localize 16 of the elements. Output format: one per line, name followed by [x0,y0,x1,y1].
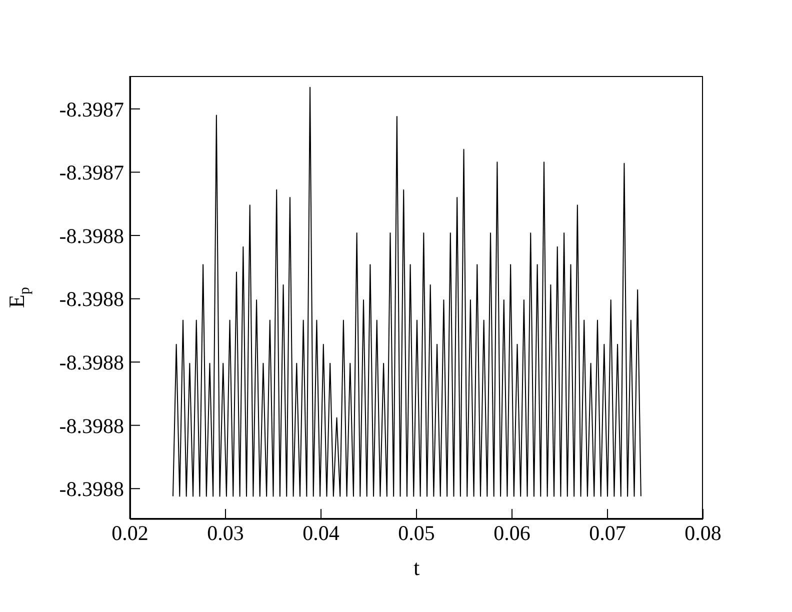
y-tick-label: -8.3988 [59,224,124,248]
y-tick-label: -8.3987 [59,97,124,122]
y-tick-label: -8.3988 [59,287,124,312]
x-tick-label: 0.07 [589,520,626,545]
y-tick-label: -8.3988 [59,477,124,502]
x-tick-label: 0.06 [494,520,530,545]
x-tick-label: 0.05 [398,520,435,545]
x-tick-label: 0.04 [302,520,340,545]
line-series [172,86,642,497]
x-axis-title: t [413,555,420,580]
x-tick-label: 0.02 [112,520,148,545]
x-tick-label: 0.03 [207,520,244,545]
y-tick-label: -8.3988 [59,350,124,375]
y-tick-label: -8.3987 [59,160,124,185]
y-tick-label: -8.3988 [59,414,124,438]
x-tick-label: 0.08 [684,520,722,545]
